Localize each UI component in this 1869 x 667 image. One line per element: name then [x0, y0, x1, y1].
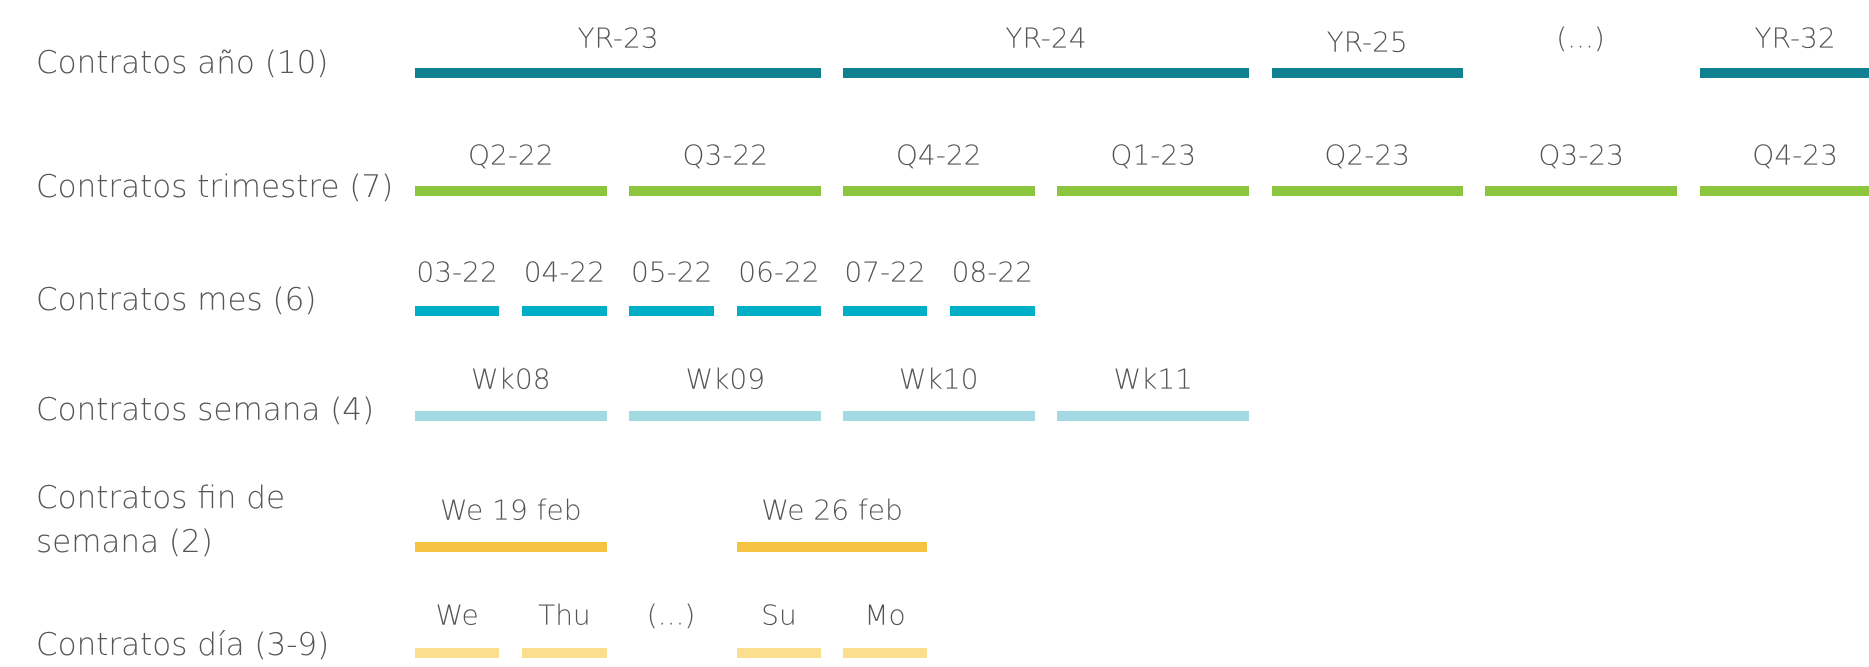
period-label: 07-22	[844, 255, 926, 289]
period-label: YR-23	[577, 21, 659, 55]
period-bar	[414, 411, 607, 422]
period-label: 06-22	[738, 255, 820, 289]
row-label: Contratos fin de semana (2)	[36, 479, 286, 560]
period-label: We 19 feb	[439, 493, 582, 527]
period-bar	[414, 542, 607, 553]
period-bar	[1699, 185, 1869, 196]
period-bar	[414, 648, 500, 659]
row-label: Contratos trimestre (7)	[36, 169, 394, 206]
period-bar	[736, 648, 822, 659]
period-bar	[1271, 67, 1463, 78]
period-label: Q4-22	[895, 138, 982, 172]
period-bar	[629, 306, 714, 317]
period-label: Q1-23	[1110, 138, 1197, 172]
period-label: 04-22	[523, 255, 606, 289]
period-label: (...)	[646, 598, 696, 632]
period-bar	[949, 306, 1035, 317]
period-label: YR-24	[1005, 21, 1087, 55]
row-label: Contratos semana (4)	[36, 392, 375, 429]
row-label: Contratos año (10)	[36, 45, 329, 82]
period-label: Wk09	[685, 362, 766, 396]
period-bar	[842, 67, 1250, 78]
period-bar	[1057, 411, 1250, 422]
period-label: Mo	[864, 598, 906, 632]
period-bar	[842, 411, 1035, 422]
period-bar	[629, 411, 822, 422]
period-bar	[414, 185, 607, 196]
period-label: Q2-22	[467, 138, 554, 172]
period-bar	[629, 185, 822, 196]
period-label: YR-25	[1326, 25, 1408, 59]
period-bar	[522, 648, 607, 659]
period-label: Q3-22	[682, 138, 769, 172]
period-bar	[842, 185, 1035, 196]
period-bar	[414, 67, 822, 78]
period-label: Wk10	[898, 362, 979, 396]
period-bar	[414, 306, 500, 317]
period-label: YR-32	[1754, 21, 1836, 55]
period-bar	[1057, 185, 1250, 196]
period-label: 08-22	[951, 255, 1033, 289]
period-label: Wk08	[470, 362, 551, 396]
period-label: We 26 feb	[761, 493, 903, 527]
period-label: Wk11	[1113, 362, 1193, 396]
period-bar	[1271, 185, 1463, 196]
period-bar	[1485, 185, 1678, 196]
period-label: Q2-23	[1324, 138, 1410, 172]
period-bar	[522, 306, 607, 317]
period-label: Su	[761, 598, 797, 632]
period-label: Thu	[538, 598, 591, 632]
period-label: 03-22	[416, 255, 498, 289]
period-label: 05-22	[630, 255, 713, 289]
period-label: Q3-23	[1538, 138, 1624, 172]
row-label: Contratos mes (6)	[36, 282, 317, 319]
period-bar	[842, 648, 928, 659]
row-label: Contratos día (3-9)	[36, 626, 330, 663]
period-bar	[736, 306, 822, 317]
period-bar	[1699, 67, 1869, 78]
period-label: (...)	[1556, 21, 1605, 55]
period-label: We	[435, 598, 479, 632]
period-label: Q4-23	[1752, 138, 1838, 172]
period-bar	[736, 542, 928, 553]
period-bar	[842, 306, 928, 317]
